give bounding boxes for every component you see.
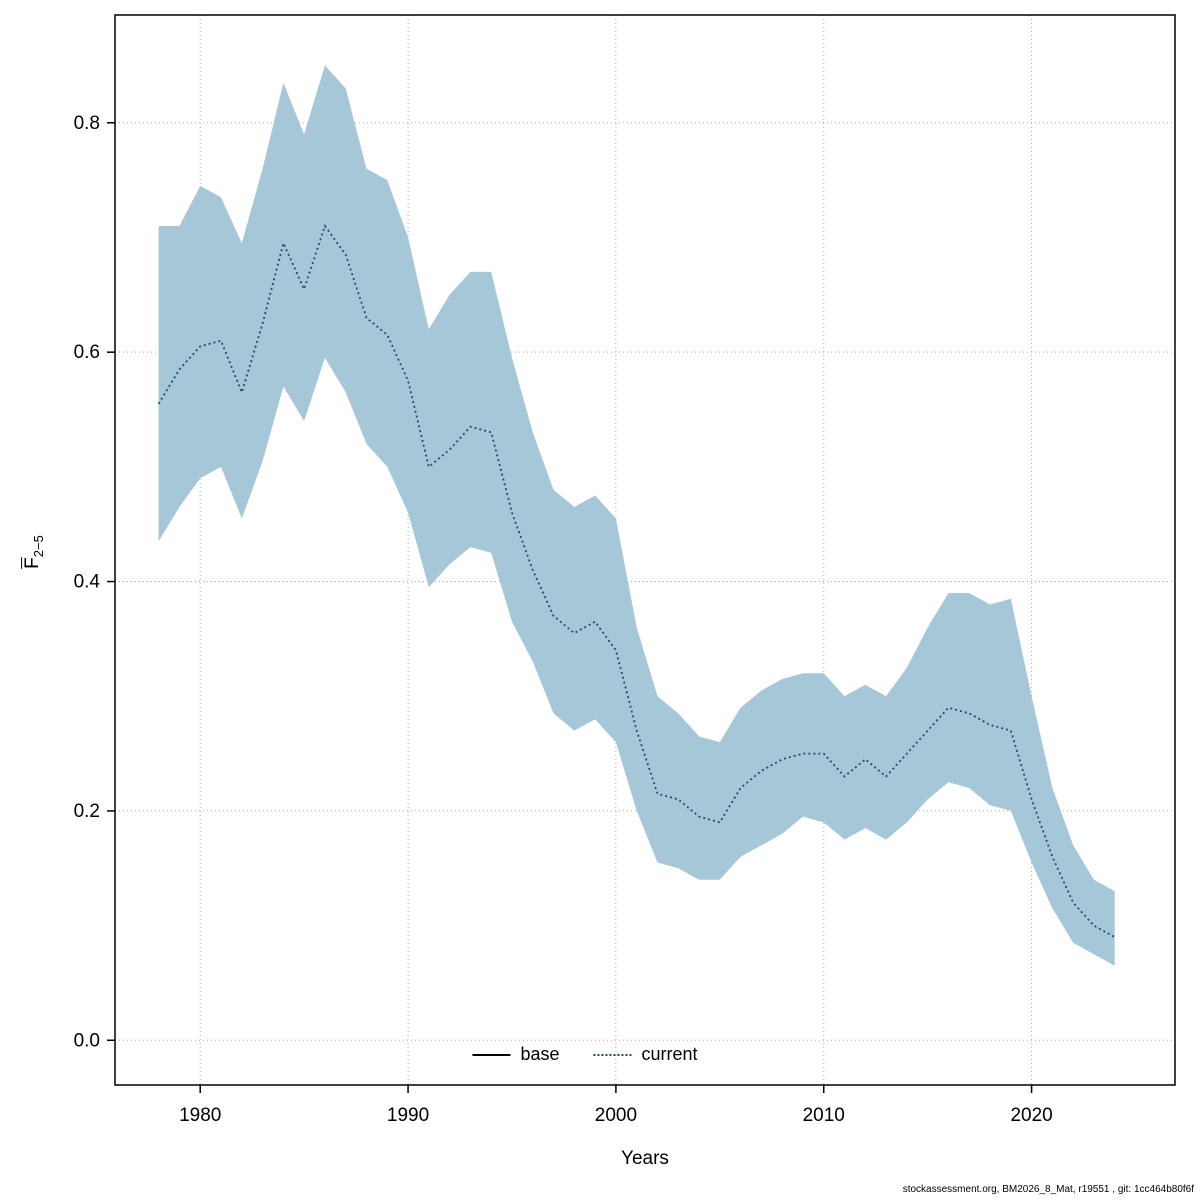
legend-label-base: base xyxy=(520,1044,560,1064)
x-axis: 1980 1990 2000 2010 2020 xyxy=(179,1085,1053,1126)
svg-text:2000: 2000 xyxy=(595,1105,637,1126)
legend-item-base: base xyxy=(472,1044,560,1065)
confidence-band xyxy=(158,65,1115,966)
svg-text:1980: 1980 xyxy=(179,1105,221,1126)
svg-text:0.4: 0.4 xyxy=(74,572,101,593)
svg-text:0.6: 0.6 xyxy=(74,342,100,363)
legend: base current xyxy=(472,1044,698,1065)
footer-note: stockassessment.org, BM2026_8_Mat, r1955… xyxy=(902,1184,1194,1195)
svg-text:0.2: 0.2 xyxy=(74,801,100,822)
current-line-sample xyxy=(593,1053,632,1056)
current-line xyxy=(157,224,1116,938)
svg-text:2010: 2010 xyxy=(803,1105,845,1126)
y-axis: 0.0 0.2 0.4 0.6 0.8 xyxy=(74,113,115,1051)
y-axis-title-symbol: F xyxy=(22,557,44,569)
plot-border xyxy=(114,14,1176,1086)
base-line-sample xyxy=(472,1053,511,1056)
x-axis-title: Years xyxy=(621,1148,669,1169)
svg-text:0.8: 0.8 xyxy=(74,113,100,134)
legend-item-current: current xyxy=(593,1044,698,1065)
y-axis-title-subscript: 2−5 xyxy=(30,535,46,558)
y-axis-title: F2−5 xyxy=(22,535,46,569)
svg-text:2020: 2020 xyxy=(1010,1105,1052,1126)
svg-text:0.0: 0.0 xyxy=(74,1030,100,1051)
svg-text:1990: 1990 xyxy=(387,1105,429,1126)
legend-label-current: current xyxy=(641,1044,698,1064)
